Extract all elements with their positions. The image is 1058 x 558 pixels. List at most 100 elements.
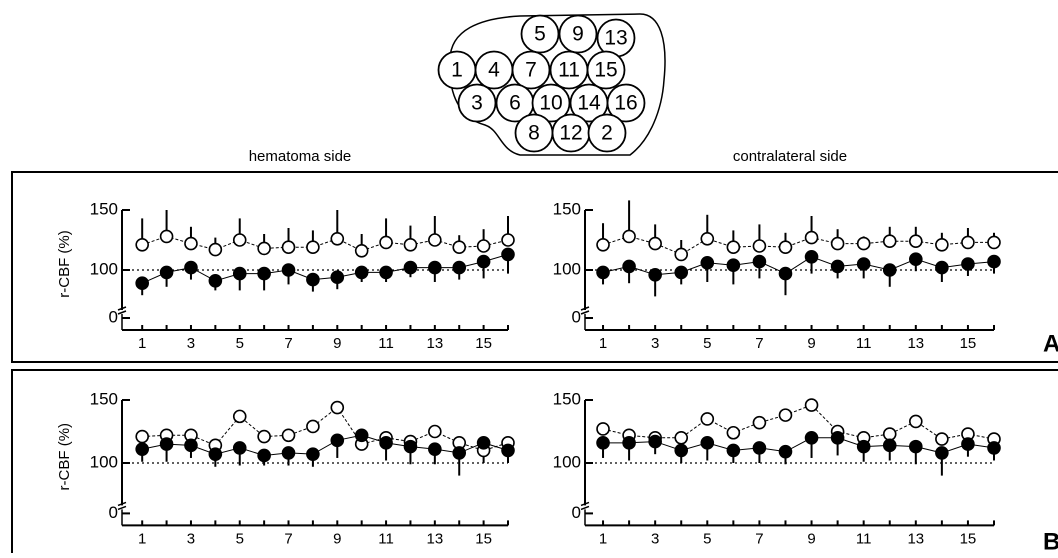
column-title: hematoma side (249, 148, 352, 165)
data-point (135, 442, 149, 456)
y-tick-label: 100 (90, 259, 118, 278)
data-point (830, 430, 845, 445)
data-point (257, 241, 271, 256)
series-line (602, 256, 995, 276)
data-point (648, 236, 662, 251)
data-point (281, 263, 296, 277)
region-circle (457, 83, 497, 123)
data-point (752, 441, 767, 455)
x-tick-label: 5 (236, 530, 244, 547)
x-tick-label: 3 (651, 335, 659, 352)
y-tick-label: 150 (90, 199, 118, 218)
data-point (428, 424, 442, 439)
x-tick-label: 13 (907, 335, 924, 352)
data-point (428, 442, 442, 456)
data-point (935, 260, 949, 275)
x-tick-label: 13 (907, 530, 924, 547)
data-point (935, 446, 949, 460)
x-tick-label: 11 (378, 335, 394, 352)
data-point (778, 444, 793, 459)
data-point (135, 238, 149, 252)
series-line (142, 406, 509, 451)
data-point (674, 265, 689, 280)
x-tick-label: 11 (856, 530, 872, 547)
y-tick-label: 150 (90, 389, 118, 408)
data-point (232, 441, 247, 455)
region-label: 3 (471, 92, 483, 115)
x-tick-label: 7 (755, 335, 763, 352)
data-point (961, 437, 975, 451)
axis-break (117, 306, 127, 330)
data-point (596, 436, 610, 450)
panel-frame (11, 171, 1058, 363)
series-line (142, 235, 509, 252)
data-point (752, 254, 767, 269)
data-point (674, 430, 689, 445)
data-point (379, 436, 393, 450)
data-point (752, 239, 767, 253)
data-point (648, 267, 662, 282)
data-point (354, 428, 369, 443)
data-point (961, 257, 975, 271)
region-circle (531, 83, 571, 123)
x-tick-label: 5 (703, 530, 711, 547)
data-point (232, 233, 247, 247)
data-point (882, 438, 897, 453)
region-label: 11 (558, 59, 580, 82)
region-label: 13 (604, 27, 627, 50)
x-tick-label: 13 (426, 335, 443, 352)
data-point (354, 244, 369, 258)
region-label: 5 (534, 23, 546, 46)
data-point (208, 242, 223, 257)
x-tick-label: 13 (426, 530, 443, 547)
data-point (501, 233, 515, 247)
x-tick-label: 11 (378, 530, 394, 547)
data-point (752, 415, 767, 430)
axis-break (117, 501, 127, 526)
region-label: 10 (539, 92, 562, 115)
panel-label: A (1043, 330, 1058, 357)
data-point (909, 439, 923, 454)
data-point (882, 427, 897, 441)
data-point (987, 441, 1001, 455)
region-circle (558, 14, 598, 54)
data-point (856, 257, 871, 271)
data-point (281, 446, 296, 460)
data-point (909, 234, 923, 248)
data-point (452, 260, 467, 275)
axis-break (580, 306, 590, 330)
data-point (909, 252, 923, 267)
x-tick-label: 15 (475, 335, 492, 352)
series-line (602, 235, 994, 255)
data-point (882, 234, 897, 248)
series-line (141, 253, 509, 284)
y-tick-label: 150 (553, 199, 581, 218)
data-point (232, 409, 247, 424)
data-point (804, 398, 819, 412)
panel-frame (11, 369, 1058, 558)
region-label: 2 (601, 122, 613, 145)
data-point (622, 259, 636, 274)
data-point (622, 436, 636, 450)
data-point (476, 239, 491, 253)
data-point (804, 230, 819, 245)
data-point (281, 428, 296, 443)
x-tick-label: 7 (284, 530, 292, 547)
region-circle (511, 50, 551, 90)
data-point (330, 232, 345, 246)
region-label: 4 (488, 59, 500, 82)
x-tick-label: 7 (284, 335, 292, 352)
region-label: 6 (509, 92, 521, 115)
y-tick-label: 150 (553, 389, 581, 408)
data-point (700, 232, 715, 246)
data-point (778, 240, 793, 254)
data-point (452, 240, 467, 254)
data-point (596, 422, 610, 436)
brain-outline (449, 13, 666, 156)
data-point (281, 240, 296, 254)
x-tick-label: 1 (138, 530, 146, 547)
data-point (909, 414, 923, 429)
x-tick-label: 1 (599, 335, 607, 352)
data-point (135, 276, 149, 291)
